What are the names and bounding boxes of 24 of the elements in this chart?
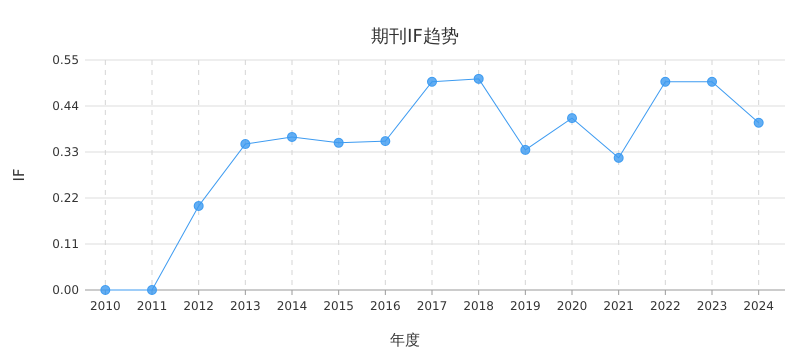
ytick: 0.22 [52,191,79,205]
title: 期刊IF趋势 [371,26,459,47]
xtick: 2021 [603,299,634,313]
xlabel: 年度 [390,331,420,349]
xtick: 2010 [90,299,121,313]
xtick: 2017 [416,299,448,313]
xtick: 2020 [556,299,588,313]
ytick: 0.44 [52,99,79,113]
ylabel: IF [10,168,28,182]
xtick: 2019 [510,299,541,313]
xtick: 2022 [650,299,681,313]
ytick: 0.55 [52,53,79,67]
xtick: 2013 [230,299,261,313]
ytick: 0.11 [52,237,79,251]
xtick: 2012 [183,299,214,313]
ytick: 0.33 [52,145,79,159]
xtick: 2018 [463,299,494,313]
xtick: 2024 [743,299,774,313]
ytick: 0.00 [52,283,79,297]
xtick: 2016 [370,299,401,313]
xtick: 2011 [136,299,168,313]
xtick: 2023 [696,299,728,313]
xtick: 2014 [276,299,308,313]
xtick: 2015 [323,299,354,313]
